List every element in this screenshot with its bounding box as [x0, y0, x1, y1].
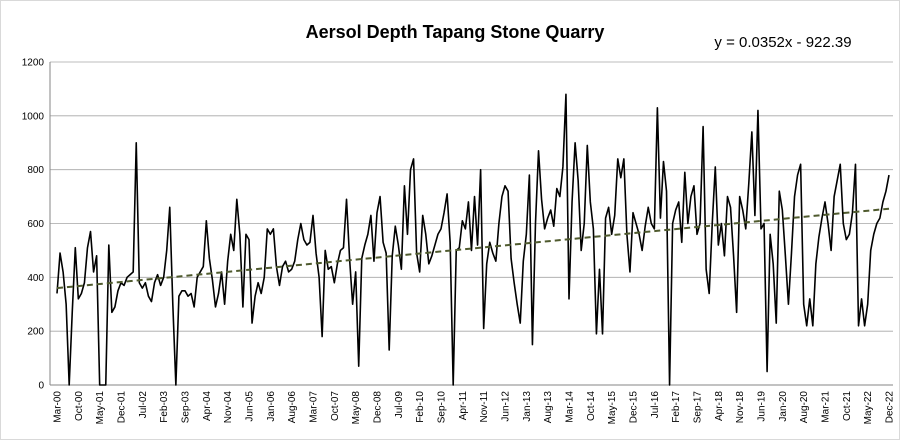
x-tick-label: Jun-05	[245, 391, 256, 422]
y-tick-label: 200	[27, 327, 44, 338]
x-tick-label: Jun-12	[501, 391, 512, 422]
x-tick-label: May-01	[95, 391, 106, 425]
x-tick-label: Oct-07	[330, 391, 341, 421]
x-tick-label: Apr-04	[202, 391, 213, 421]
x-tick-label: Aug-20	[799, 391, 810, 424]
x-tick-label: Feb-03	[159, 391, 170, 423]
x-tick-label: Mar-00	[53, 391, 64, 423]
x-tick-label: Feb-10	[415, 391, 426, 423]
x-tick-label: Nov-11	[479, 391, 490, 423]
x-tick-label: Dec-22	[885, 391, 896, 424]
x-tick-label: Mar-21	[821, 391, 832, 423]
y-tick-label: 1200	[22, 58, 45, 69]
y-tick-label: 400	[27, 273, 44, 284]
x-tick-label: Jul-16	[650, 391, 661, 419]
x-tick-label: Jun-19	[757, 391, 768, 422]
y-tick-label: 1000	[22, 111, 45, 122]
y-tick-label: 600	[27, 219, 44, 230]
x-tick-label: Sep-17	[693, 391, 704, 424]
x-tick-label: Dec-08	[373, 391, 384, 424]
trend-equation: y = 0.0352x - 922.39	[714, 34, 851, 51]
x-tick-label: Apr-18	[714, 391, 725, 421]
y-tick-label: 800	[27, 165, 44, 176]
x-tick-label: Jul-02	[138, 391, 149, 419]
x-tick-label: Feb-17	[671, 391, 682, 423]
x-tick-label: Nov-18	[735, 391, 746, 424]
x-tick-label: Mar-14	[565, 391, 576, 423]
x-tick-label: Mar-07	[309, 391, 320, 423]
x-tick-label: Nov-04	[223, 391, 234, 424]
x-tick-label: May-15	[607, 391, 618, 425]
x-tick-label: Sep-03	[181, 391, 192, 424]
x-tick-label: May-08	[351, 391, 362, 425]
x-tick-label: Aug-06	[287, 391, 298, 424]
x-tick-label: Jan-20	[778, 391, 789, 422]
x-tick-label: Oct-00	[74, 391, 85, 421]
x-tick-label: Dec-01	[117, 391, 128, 424]
x-tick-label: Sep-10	[437, 391, 448, 424]
data-line	[56, 93, 890, 386]
x-tick-label: Oct-14	[586, 391, 597, 421]
x-tick-label: Oct-21	[842, 391, 853, 421]
x-tick-label: Jan-13	[522, 391, 533, 422]
x-tick-label: Jul-09	[394, 391, 405, 419]
x-tick-label: Jan-06	[266, 391, 277, 422]
x-tick-label: May-22	[863, 391, 874, 425]
chart-title: Aersol Depth Tapang Stone Quarry	[306, 22, 605, 42]
x-tick-label: Dec-15	[629, 391, 640, 424]
x-tick-label: Apr-11	[458, 391, 469, 421]
x-tick-label: Aug-13	[543, 391, 554, 424]
y-tick-label: 0	[38, 381, 44, 392]
